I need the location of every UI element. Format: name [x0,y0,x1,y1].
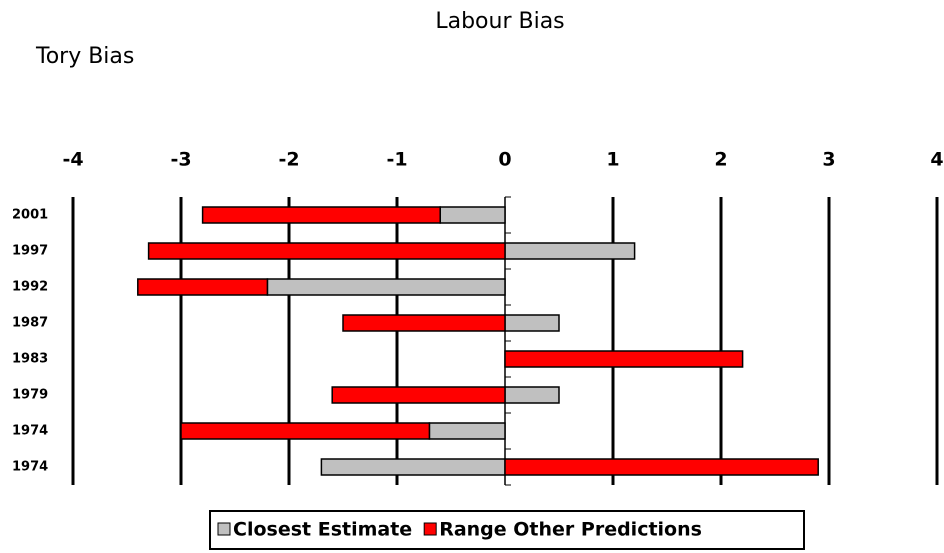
legend-box [209,510,805,550]
bar [504,314,560,332]
legend-swatch [217,522,231,536]
legend-label: Closest Estimate [233,519,412,541]
x-tick-label: -2 [278,149,299,171]
bar [201,206,441,224]
annotation: Tory Bias [35,44,134,69]
x-tick-label: -3 [170,149,191,171]
bar [147,242,506,260]
bar [504,350,744,368]
y-tick-label: 1974 [12,424,48,439]
bar [137,278,269,296]
x-tick-label: -4 [62,149,83,171]
bar [439,206,506,224]
legend-label: Range Other Predictions [439,519,702,541]
y-tick-label: 1974 [12,460,48,475]
bar [504,242,636,260]
y-tick-label: 1997 [12,244,48,259]
x-tick-label: 3 [822,149,835,171]
x-tick-label: 2 [714,149,727,171]
x-tick-label: 4 [930,149,943,171]
bar [428,422,506,440]
y-tick-label: 1979 [12,388,48,403]
legend-swatch [423,522,437,536]
bar [180,422,431,440]
annotation: Labour Bias [435,9,564,34]
bar [331,386,506,404]
x-tick-label: -1 [386,149,407,171]
bar [504,458,819,476]
bar [320,458,506,476]
y-tick-label: 1992 [12,280,48,295]
bar [266,278,506,296]
bar [504,386,560,404]
bar [342,314,506,332]
y-tick-label: 2001 [12,208,48,223]
y-tick-label: 1983 [12,352,48,367]
x-tick-label: 1 [606,149,619,171]
x-tick-label: 0 [498,149,511,171]
y-tick-label: 1987 [12,316,48,331]
